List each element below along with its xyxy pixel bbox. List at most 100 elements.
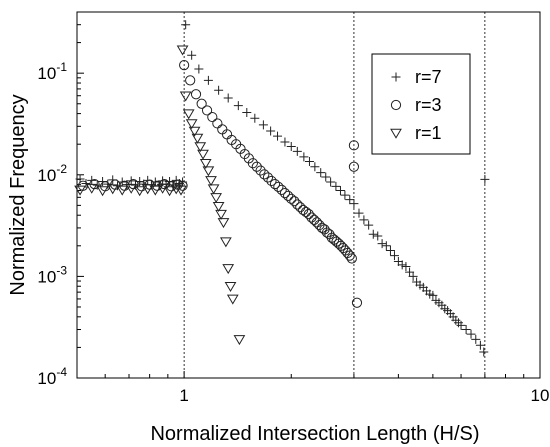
- data-point: [351, 297, 363, 308]
- data-point: [480, 174, 490, 184]
- legend-item: r=3: [390, 95, 442, 115]
- data-point: [292, 199, 303, 210]
- data-point: [194, 142, 207, 153]
- data-point: [348, 140, 360, 151]
- data-point: [428, 290, 438, 300]
- data-point: [74, 185, 86, 196]
- data-point: [247, 158, 258, 169]
- data-point: [331, 181, 341, 191]
- data-point: [197, 149, 209, 160]
- plot-area: 1 10 10-4 10-3 10-2 10-1: [37, 11, 549, 405]
- data-point: [299, 152, 309, 162]
- data-point: [217, 218, 230, 229]
- data-point: [149, 185, 162, 196]
- data-point: [279, 188, 291, 199]
- data-point: [196, 98, 207, 109]
- data-point: [283, 190, 294, 201]
- legend: r=7 r=3 r=1: [371, 53, 471, 155]
- x-axis-label: Normalized Intersection Length (H/S): [150, 423, 479, 445]
- data-point: [176, 45, 189, 56]
- data-point: [453, 318, 463, 328]
- data-point: [304, 157, 314, 167]
- data-point: [311, 217, 322, 228]
- data-point: [96, 186, 109, 197]
- data-point: [259, 169, 270, 180]
- data-point: [190, 89, 202, 100]
- data-point: [170, 184, 183, 195]
- data-point: [212, 202, 225, 212]
- data-point: [340, 190, 350, 200]
- data-point: [335, 186, 345, 196]
- data-point: [280, 137, 290, 147]
- data-point: [181, 20, 191, 30]
- data-point: [461, 325, 471, 335]
- data-point: [397, 260, 407, 270]
- data-point: [377, 239, 387, 249]
- data-point: [210, 193, 222, 204]
- data-point: [250, 113, 260, 123]
- legend-marker: [391, 72, 401, 82]
- data-point: [242, 108, 252, 118]
- y-tick-label: 10-3: [37, 263, 67, 286]
- data-point: [326, 177, 336, 187]
- data-point: [258, 120, 268, 130]
- legend-label: r=3: [415, 95, 442, 115]
- data-point: [286, 193, 297, 204]
- data-point: [456, 320, 466, 330]
- plot-frame: [76, 11, 541, 379]
- data-point: [191, 133, 204, 144]
- data-point: [344, 250, 355, 261]
- legend-box: [371, 53, 471, 155]
- data-point: [205, 176, 217, 187]
- data-point: [354, 208, 364, 218]
- data-point: [292, 146, 302, 156]
- data-point: [303, 209, 314, 220]
- data-point: [141, 184, 154, 195]
- data-point: [185, 75, 196, 86]
- legend-marker: [390, 128, 402, 139]
- data-point: [405, 267, 415, 277]
- series-r=1: [74, 45, 246, 346]
- reference-lines: [183, 12, 486, 378]
- data-point: [150, 177, 160, 187]
- data-point: [262, 172, 274, 183]
- y-tick-label: 10-4: [37, 365, 67, 388]
- data-point: [348, 161, 360, 172]
- x-tick-label: 1: [179, 386, 188, 405]
- data-point: [203, 75, 213, 85]
- data-point: [255, 165, 266, 176]
- data-point: [289, 196, 300, 207]
- data-point: [346, 253, 357, 264]
- data-point: [364, 220, 374, 230]
- data-point: [125, 183, 138, 194]
- data-point: [219, 237, 232, 248]
- data-point: [222, 264, 235, 275]
- data-point: [223, 93, 233, 103]
- data-point: [85, 183, 98, 194]
- data-point: [475, 340, 485, 350]
- series-r=3: [77, 60, 363, 308]
- legend-label: r=7: [415, 67, 442, 87]
- data-point: [182, 109, 195, 120]
- data-point: [479, 347, 489, 357]
- data-point: [179, 60, 190, 71]
- data-point: [276, 184, 287, 195]
- legend-marker: [390, 99, 402, 111]
- data-point: [207, 184, 220, 195]
- data-point: [385, 245, 395, 255]
- data-point: [269, 178, 281, 190]
- data-point: [368, 229, 378, 239]
- data-point: [466, 329, 476, 339]
- legend-item: r=1: [390, 123, 442, 143]
- data-point: [81, 179, 91, 189]
- data-point: [215, 209, 227, 220]
- data-point: [251, 161, 262, 172]
- data-point: [381, 241, 391, 251]
- data-point: [226, 294, 239, 305]
- data-point: [163, 186, 176, 197]
- tick-labels: 1 10 10-4 10-3 10-2 10-1: [37, 60, 549, 405]
- data-point: [471, 334, 481, 344]
- data-point: [266, 175, 277, 187]
- data-point: [201, 105, 213, 116]
- data-point: [207, 111, 218, 123]
